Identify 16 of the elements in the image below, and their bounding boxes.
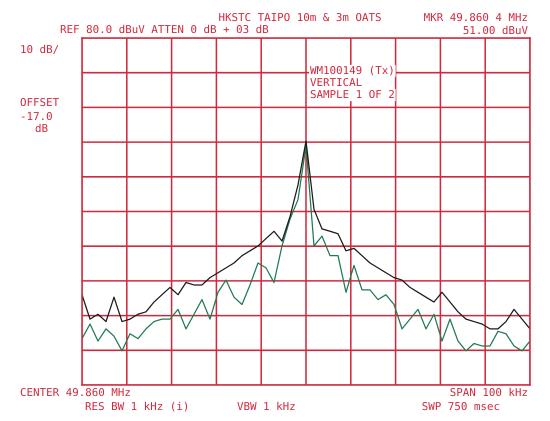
chart-subtitle: REF 80.0 dBuV ATTEN 0 dB + 03 dB: [60, 24, 268, 34]
text: MKR 49.860 4 MHz: [424, 12, 527, 22]
text: OFFSET: [20, 98, 59, 106]
text: SWP 750 msec: [422, 402, 500, 410]
text: 51.00 dBuV: [464, 26, 528, 34]
text: SAMPLE 1 OF 2: [310, 90, 394, 98]
text: VERTICAL: [310, 78, 362, 86]
text: SPAN 100 kHz: [450, 388, 527, 396]
text: 10 dB/: [21, 44, 58, 54]
text: CENTER 49.860 MHz: [20, 388, 130, 396]
text: dB: [36, 124, 48, 132]
text: -17.0: [22, 112, 52, 120]
text: RES BW 1 kHz (i): [86, 402, 188, 412]
text: VBW 1 kHz: [237, 402, 295, 410]
chart-title: HKSTC TAIPO 10m & 3m OATS: [219, 12, 381, 22]
text: WM100149 (Tx): [310, 66, 393, 76]
